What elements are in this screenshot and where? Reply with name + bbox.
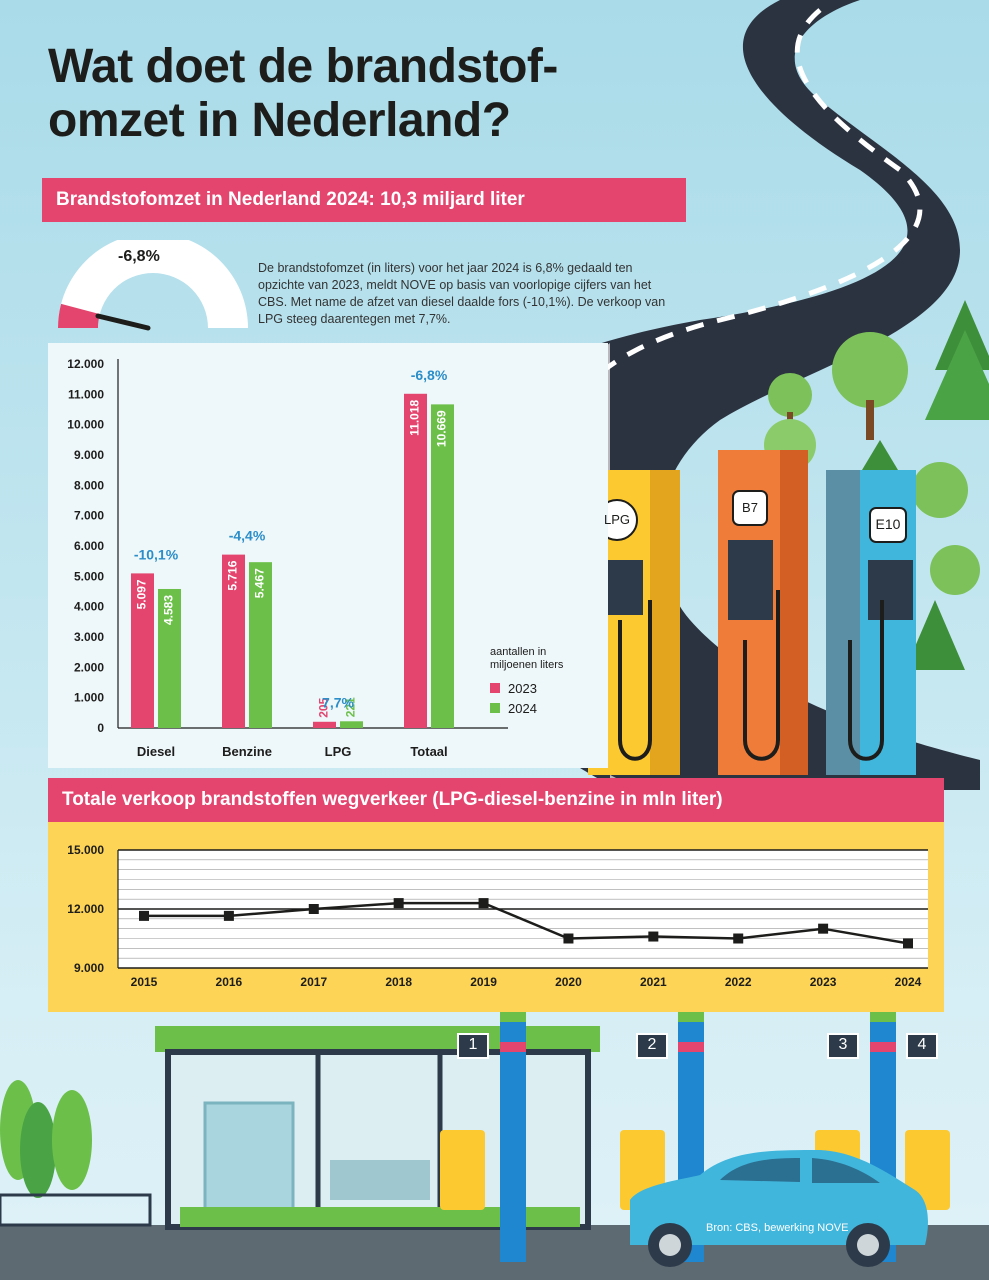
bar-y-tick-label: 8.000 (74, 478, 104, 492)
bar-category-label: LPG (325, 744, 352, 759)
bar-category-label: Diesel (137, 744, 175, 759)
bar-change-label: -6,8% (411, 367, 448, 383)
bar-change-label: -4,4% (229, 528, 266, 544)
bar-y-tick-label: 0 (97, 721, 104, 735)
bar-benzine-2024 (249, 562, 272, 728)
pump-e10 (826, 470, 916, 775)
line-x-tick-label: 2023 (810, 975, 837, 989)
gauge-track (58, 240, 248, 328)
line-point-2021 (648, 931, 659, 942)
bar-value-label: 205 (317, 697, 331, 717)
station-number-2: 2 (647, 1036, 657, 1053)
bar-value-label: 10.669 (435, 410, 449, 447)
line-x-tick-label: 2018 (385, 975, 412, 989)
bar-category-label: Totaal (410, 744, 447, 759)
line-x-tick-label: 2020 (555, 975, 582, 989)
page-title: Wat doet de brandstof- omzet in Nederlan… (48, 40, 648, 148)
gas-station (0, 1012, 989, 1280)
legend-swatch-2024 (490, 703, 500, 713)
bar-y-tick-label: 4.000 (74, 600, 104, 614)
station-number-4: 4 (917, 1036, 927, 1053)
line-point-2022 (733, 933, 744, 944)
bar-benzine-2023 (222, 554, 245, 728)
page-title-line1: Wat doet de brandstof- (48, 40, 558, 93)
line-y-tick-label: 12.000 (67, 902, 104, 916)
legend-label-2024: 2024 (508, 701, 537, 716)
trees-left (0, 1080, 152, 1227)
bar-totaal-2023 (404, 393, 427, 728)
line-x-tick-label: 2017 (300, 975, 327, 989)
pump-b7 (718, 450, 808, 775)
bar-value-label: 5.716 (226, 560, 240, 590)
bar-value-label: 5.467 (253, 568, 267, 598)
legend-swatch-2023 (490, 683, 500, 693)
pump-label-e10: E10 (875, 516, 901, 532)
pump-label-b7: B7 (742, 500, 758, 515)
line-y-tick-label: 15.000 (67, 843, 104, 857)
car (630, 1150, 928, 1267)
line-x-tick-label: 2021 (640, 975, 667, 989)
bar-y-tick-label: 10.000 (67, 418, 104, 432)
gauge (57, 240, 248, 331)
bar-change-label: -10,1% (134, 546, 179, 562)
line-y-tick-label: 9.000 (74, 961, 104, 975)
bar-y-tick-label: 5.000 (74, 569, 104, 583)
line-x-tick-label: 2016 (216, 975, 243, 989)
legend-label-2023: 2023 (508, 681, 537, 696)
line-x-tick-label: 2022 (725, 975, 752, 989)
bar-value-label: 11.018 (408, 399, 422, 435)
bar-y-tick-label: 9.000 (74, 448, 104, 462)
line-point-2018 (393, 898, 404, 909)
gauge-value: -6,8% (118, 248, 160, 265)
legend-title-line1: aantallen in (490, 646, 546, 658)
section-banner-total: Totale verkoop brandstoffen wegverkeer (… (48, 778, 944, 822)
station-number-3: 3 (838, 1036, 848, 1053)
pump-label-lpg: LPG (603, 512, 630, 527)
station-number-boxes (457, 1033, 938, 1059)
station-number-1: 1 (468, 1036, 478, 1053)
line-x-tick-label: 2024 (895, 975, 922, 989)
source-note: Bron: CBS, bewerking NOVE (706, 1222, 849, 1234)
bar-category-label: Benzine (222, 744, 272, 759)
bar-y-tick-label: 7.000 (74, 509, 104, 523)
bar-diesel-2023 (131, 573, 154, 728)
bar-lpg-2024 (340, 721, 363, 728)
line-point-2017 (308, 904, 319, 914)
gauge-needle (95, 313, 151, 331)
line-x-tick-label: 2015 (131, 975, 158, 989)
bar-y-tick-label: 6.000 (74, 539, 104, 553)
bar-totaal-2024 (431, 404, 454, 728)
bar-change-label: 7,7% (322, 694, 354, 710)
line-point-2020 (563, 933, 574, 944)
gauge-fill (57, 303, 100, 328)
line-series-path (144, 901, 909, 945)
line-point-2016 (223, 910, 234, 921)
intro-paragraph: De brandstofomzet (in liters) voor het j… (258, 261, 666, 326)
line-point-2019 (478, 898, 489, 909)
bar-y-tick-label: 12.000 (67, 357, 104, 371)
line-point-2015 (139, 910, 149, 921)
line-point-2024 (903, 938, 913, 949)
line-point-2023 (818, 923, 829, 934)
legend-title-line2: miljoenen liters (490, 659, 564, 671)
bar-y-tick-label: 2.000 (74, 660, 104, 674)
bar-value-label: 4.583 (162, 595, 176, 625)
bar-lpg-2023 (313, 721, 336, 728)
page-title-line2: omzet in Nederland? (48, 94, 511, 147)
line-x-tick-label: 2019 (470, 975, 497, 989)
bar-y-tick-label: 11.000 (68, 387, 104, 401)
bar-value-label: 221 (344, 697, 358, 717)
line-chart: 9.000 12.000 15.000 2015 2016 2017 2018 2019 202… (67, 843, 928, 989)
section-banner-2024: Brandstofomzet in Nederland 2024: 10,3 m… (42, 178, 686, 222)
bar-diesel-2024 (158, 588, 181, 728)
bar-value-label: 5.097 (135, 579, 149, 609)
bar-y-tick-label: 3.000 (74, 630, 104, 644)
bar-y-tick-label: 1.000 (74, 691, 104, 705)
bar-chart: 0 1.000 2.000 3.000 4.000 5.000 6.000 7.000 8.00… (48, 343, 608, 768)
